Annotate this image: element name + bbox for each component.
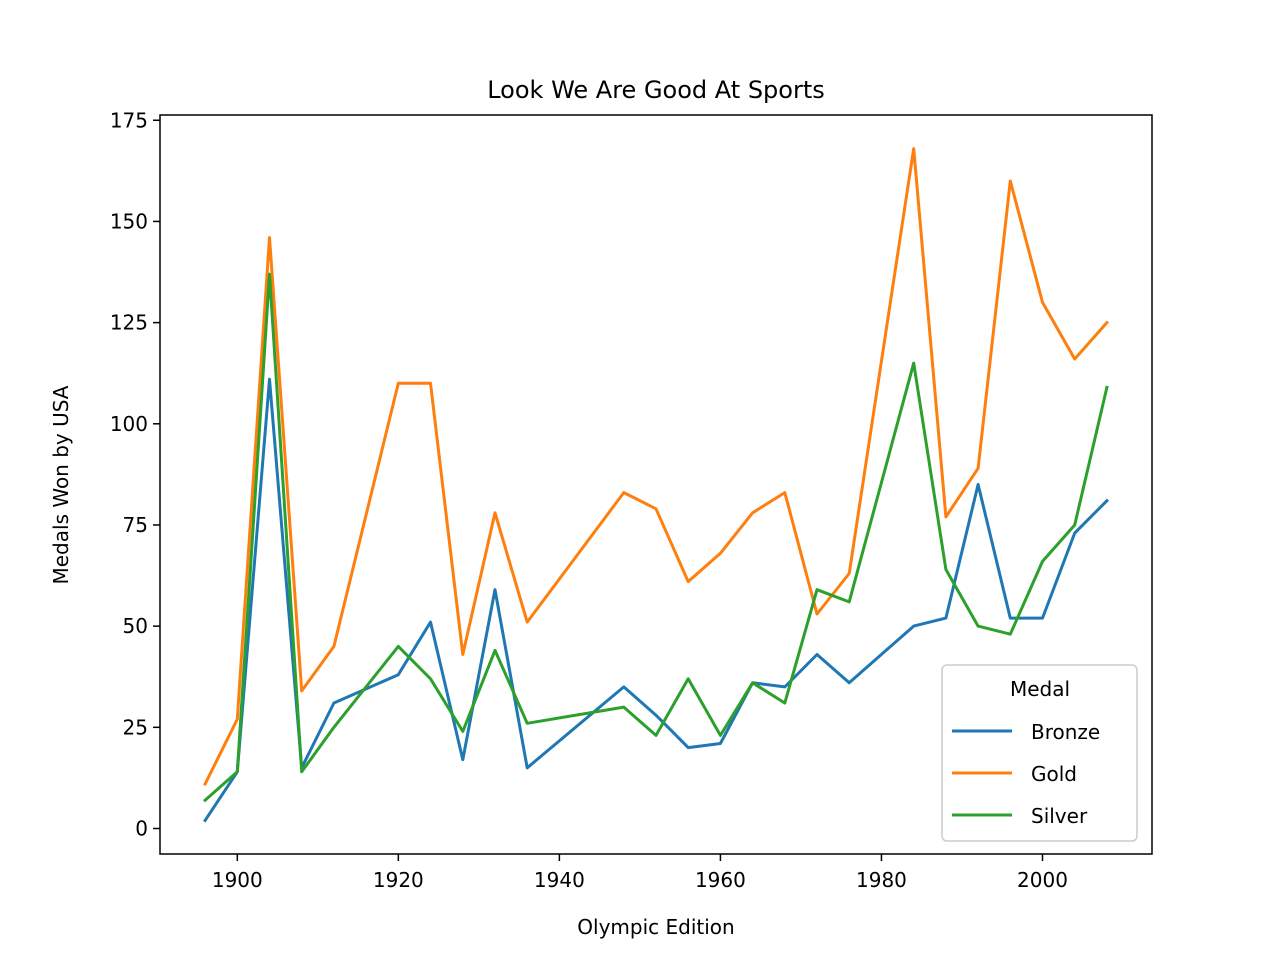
series-line-silver: [202, 272, 1109, 803]
plot-lines: [202, 147, 1110, 823]
y-axis: 0 25 50 75 100 125 150 175: [110, 108, 160, 841]
x-tick-label: 1940: [534, 868, 585, 892]
y-tick-label: 75: [123, 513, 148, 537]
y-tick-label: 125: [110, 311, 148, 335]
x-tick-label: 1980: [856, 868, 907, 892]
x-tick-label: 1900: [212, 868, 263, 892]
series-line-gold: [203, 147, 1110, 787]
x-axis-title: Olympic Edition: [577, 915, 734, 939]
x-tick-label: 2000: [1017, 868, 1068, 892]
legend-label-gold: Gold: [1031, 762, 1077, 786]
legend-title: Medal: [1010, 677, 1070, 701]
legend-label-bronze: Bronze: [1031, 720, 1100, 744]
chart-title: Look We Are Good At Sports: [487, 76, 825, 104]
x-tick-label: 1960: [695, 868, 746, 892]
y-tick-label: 100: [110, 412, 148, 436]
x-tick-label: 1920: [373, 868, 424, 892]
y-tick-label: 150: [110, 209, 148, 233]
legend: Medal Bronze Gold Silver: [941, 664, 1138, 842]
legend-items: Bronze Gold Silver: [952, 720, 1100, 828]
y-tick-label: 175: [110, 108, 148, 132]
legend-box: [941, 664, 1138, 842]
legend-label-silver: Silver: [1031, 804, 1088, 828]
series-line-bronze: [203, 377, 1110, 823]
y-axis-title: Medals Won by USA: [49, 385, 73, 584]
y-tick-label: 50: [123, 614, 148, 638]
y-tick-label: 0: [135, 817, 148, 841]
x-axis: 1900 1920 1940 1960 1980 2000: [212, 854, 1068, 892]
y-tick-label: 25: [123, 715, 148, 739]
plot-frame: [159, 114, 1153, 855]
